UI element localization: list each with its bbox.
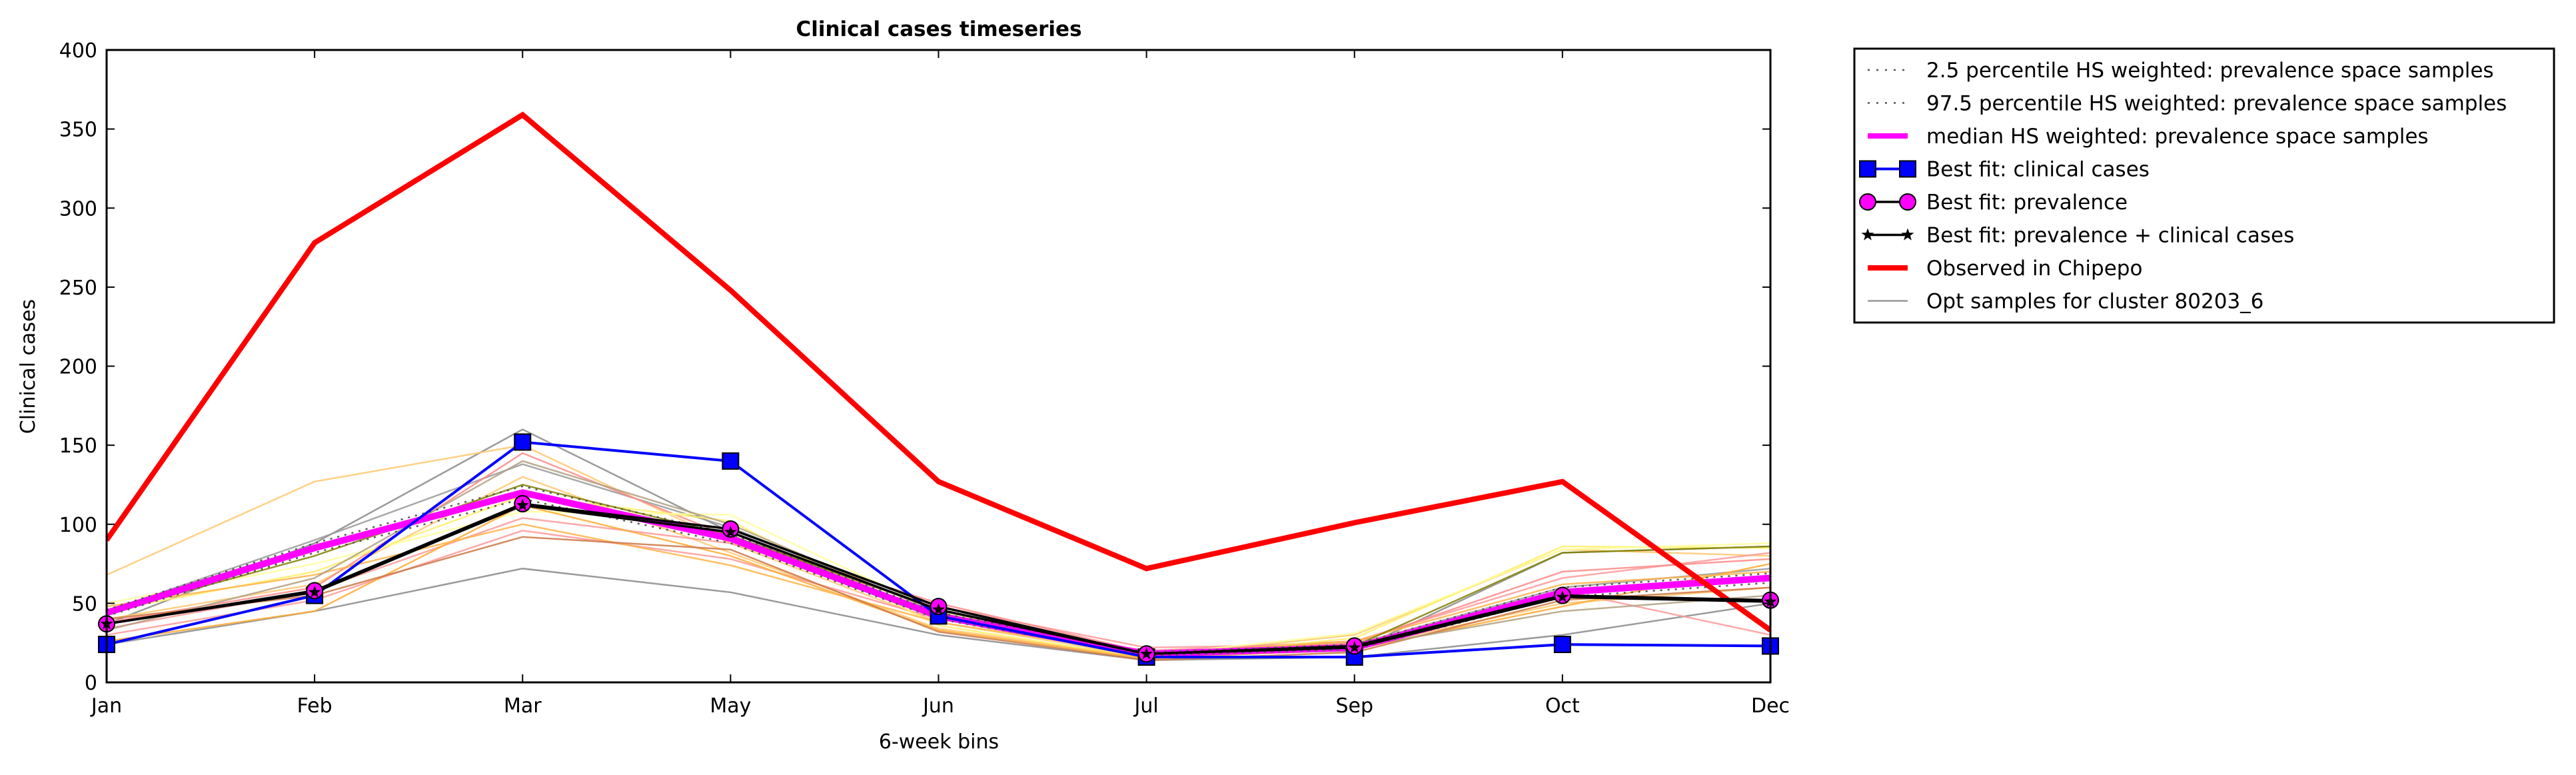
legend-marker <box>1861 228 1874 241</box>
legend-label: 2.5 percentile HS weighted: prevalence s… <box>1926 59 2494 83</box>
legend-item-5: Best fit: prevalence <box>1859 191 2128 215</box>
point-bestfit-combined-feb <box>308 585 321 598</box>
y-tick-label: 100 <box>59 514 97 537</box>
legend-marker <box>1899 193 1916 211</box>
legend-item-4: Best fit: clinical cases <box>1859 158 2150 182</box>
sample-line-14 <box>107 536 1770 662</box>
x-tick-label: Sep <box>1335 694 1373 718</box>
legend-item-2: 97.5 percentile HS weighted: prevalence … <box>1868 92 2507 116</box>
legend-item-8: Opt samples for cluster 80203_6 <box>1868 290 2263 314</box>
x-tick-label: Dec <box>1751 694 1790 718</box>
legend-label: Opt samples for cluster 80203_6 <box>1926 290 2263 314</box>
point-bestfit-combined-jul <box>1140 647 1153 660</box>
legend-marker <box>1901 228 1914 241</box>
point-bestfit-combined-may <box>724 525 737 538</box>
plot-area <box>98 111 1779 666</box>
x-tick-label: May <box>710 694 751 718</box>
x-tick-label: Oct <box>1545 694 1580 718</box>
y-tick-label: 250 <box>59 277 97 300</box>
legend-marker <box>1899 160 1916 178</box>
x-tick-label: Feb <box>297 694 332 718</box>
y-tick-label: 50 <box>72 592 97 616</box>
x-tick-label: Jun <box>922 694 954 718</box>
legend-marker <box>1859 160 1876 178</box>
legend-label: median HS weighted: prevalence space sam… <box>1926 125 2429 149</box>
y-tick-label: 0 <box>85 672 97 695</box>
x-axis-label: 6-week bins <box>879 730 999 754</box>
y-tick-label: 150 <box>59 434 97 458</box>
y-tick-label: 200 <box>59 356 97 379</box>
axes: 0 50 100 150 200 250 300 350 400 Jan Feb Mar May Jun J… <box>59 39 1790 718</box>
point-bestfit-combined-jun <box>932 602 945 615</box>
y-tick-label: 400 <box>59 39 97 63</box>
x-tick-label: Jan <box>90 694 122 718</box>
y-tick-label: 350 <box>59 119 97 142</box>
series-line-observed <box>107 111 1770 632</box>
legend-label: Best fit: prevalence <box>1926 191 2128 215</box>
legend-marker <box>1859 193 1876 211</box>
chart-title: Clinical cases timeseries <box>796 17 1081 41</box>
x-tick-label: Mar <box>504 694 542 718</box>
legend-item-6: Best fit: prevalence + clinical cases <box>1861 224 2294 248</box>
legend: 2.5 percentile HS weighted: prevalence s… <box>1853 47 2555 324</box>
point-bestfit-clinical-oct <box>1553 636 1571 654</box>
legend-item-7: Observed in Chipepo <box>1868 257 2142 281</box>
legend-label: 97.5 percentile HS weighted: prevalence … <box>1926 92 2507 116</box>
point-bestfit-combined-oct <box>1556 590 1569 602</box>
point-bestfit-clinical-mar <box>514 433 532 451</box>
legend-label: Best fit: clinical cases <box>1926 158 2150 182</box>
y-tick-label: 300 <box>59 197 97 221</box>
sample-line-2 <box>107 567 1770 662</box>
legend-label: Observed in Chipepo <box>1926 257 2142 281</box>
point-bestfit-combined-mar <box>516 498 529 511</box>
point-bestfit-combined-sep <box>1348 640 1361 653</box>
y-axis-label: Clinical cases <box>17 299 40 434</box>
x-tick-label: Jul <box>1133 694 1159 718</box>
point-bestfit-clinical-may <box>722 452 740 470</box>
legend-box <box>1853 47 2555 324</box>
legend-item-3: median HS weighted: prevalence space sam… <box>1868 125 2429 149</box>
legend-label: Best fit: prevalence + clinical cases <box>1926 224 2294 248</box>
legend-item-1: 2.5 percentile HS weighted: prevalence s… <box>1868 59 2494 83</box>
